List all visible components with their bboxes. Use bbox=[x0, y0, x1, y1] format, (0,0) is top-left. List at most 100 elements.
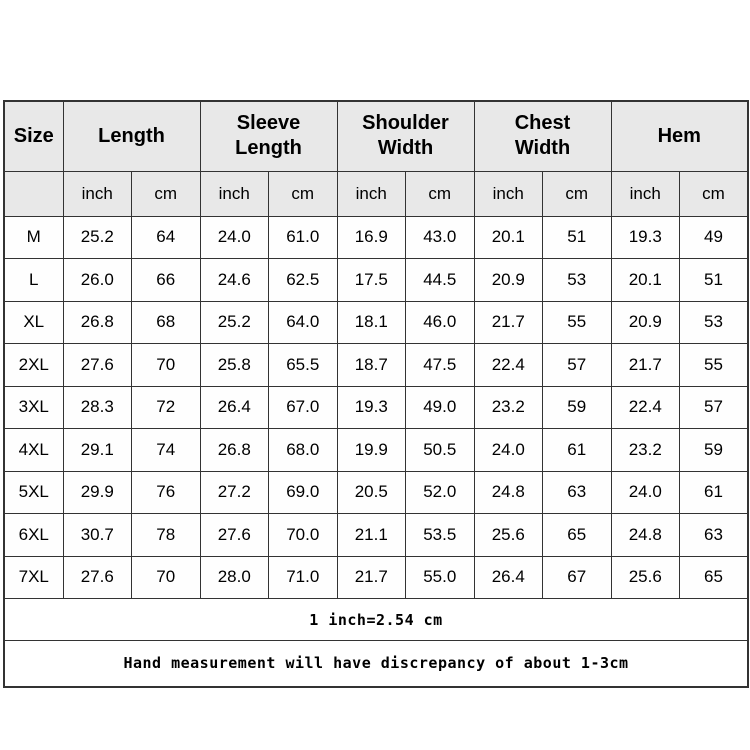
unit-cell: inch bbox=[473, 170, 543, 217]
unit-row: inch cm inch cm inch cm inch cm inch cm bbox=[3, 170, 749, 217]
table-row: 3XL 28.3 72 26.4 67.0 19.3 49.0 23.2 59 22.4 57 bbox=[3, 385, 749, 429]
size-cell: 6XL bbox=[3, 513, 64, 557]
table-row: XL 26.8 68 25.2 64.0 18.1 46.0 21.7 55 20.9 53 bbox=[3, 300, 749, 344]
measurement-cell: 24.0 bbox=[610, 470, 680, 514]
measurement-cell: 18.1 bbox=[336, 300, 406, 344]
measurement-cell: 30.7 bbox=[62, 513, 132, 557]
measurement-cell: 19.3 bbox=[610, 215, 680, 259]
table-row: 6XL 30.7 78 27.6 70.0 21.1 53.5 25.6 65 24.8 63 bbox=[3, 513, 749, 557]
measurement-cell: 19.3 bbox=[336, 385, 406, 429]
table-row: 4XL 29.1 74 26.8 68.0 19.9 50.5 24.0 61 23.2 59 bbox=[3, 428, 749, 472]
measurement-cell: 65 bbox=[542, 513, 612, 557]
measurement-cell: 20.1 bbox=[473, 215, 543, 259]
header-cell-shoulder-width: Shoulder Width bbox=[336, 100, 475, 172]
measurement-cell: 27.2 bbox=[199, 470, 269, 514]
measurement-cell: 68.0 bbox=[268, 428, 338, 472]
note-row: 1 inch=2.54 cm bbox=[3, 598, 749, 641]
size-cell: M bbox=[3, 215, 64, 259]
measurement-cell: 51 bbox=[542, 215, 612, 259]
measurement-cell: 21.7 bbox=[336, 555, 406, 599]
measurement-cell: 19.9 bbox=[336, 428, 406, 472]
measurement-cell: 61.0 bbox=[268, 215, 338, 259]
measurement-cell: 61 bbox=[679, 470, 749, 514]
measurement-cell: 67 bbox=[542, 555, 612, 599]
table-row: L 26.0 66 24.6 62.5 17.5 44.5 20.9 53 20.1 51 bbox=[3, 258, 749, 302]
table-row: 2XL 27.6 70 25.8 65.5 18.7 47.5 22.4 57 21.7 55 bbox=[3, 343, 749, 387]
measurement-cell: 23.2 bbox=[610, 428, 680, 472]
measurement-cell: 63 bbox=[679, 513, 749, 557]
unit-cell: inch bbox=[336, 170, 406, 217]
measurement-cell: 23.2 bbox=[473, 385, 543, 429]
measurement-cell: 68 bbox=[131, 300, 201, 344]
measurement-cell: 26.4 bbox=[473, 555, 543, 599]
measurement-cell: 28.0 bbox=[199, 555, 269, 599]
size-rows: M 25.2 64 24.0 61.0 16.9 43.0 20.1 51 19.3 49 L 26.0… bbox=[3, 215, 749, 599]
measurement-cell: 16.9 bbox=[336, 215, 406, 259]
measurement-cell: 64 bbox=[131, 215, 201, 259]
measurement-cell: 20.9 bbox=[473, 258, 543, 302]
header-cell-size: Size bbox=[3, 100, 64, 172]
size-cell: L bbox=[3, 258, 64, 302]
note-row: Hand measurement will have discrepancy o… bbox=[3, 640, 749, 687]
size-cell: 7XL bbox=[3, 555, 64, 599]
measurement-cell: 47.5 bbox=[405, 343, 475, 387]
size-cell: XL bbox=[3, 300, 64, 344]
measurement-cell: 28.3 bbox=[62, 385, 132, 429]
header-cell-sleeve-length: Sleeve Length bbox=[199, 100, 338, 172]
measurement-cell: 50.5 bbox=[405, 428, 475, 472]
measurement-cell: 71.0 bbox=[268, 555, 338, 599]
measurement-cell: 59 bbox=[679, 428, 749, 472]
measurement-cell: 70 bbox=[131, 555, 201, 599]
unit-cell: cm bbox=[542, 170, 612, 217]
measurement-cell: 72 bbox=[131, 385, 201, 429]
measurement-cell: 24.0 bbox=[473, 428, 543, 472]
measurement-cell: 26.8 bbox=[199, 428, 269, 472]
measurement-cell: 25.6 bbox=[610, 555, 680, 599]
measurement-cell: 26.0 bbox=[62, 258, 132, 302]
size-cell: 2XL bbox=[3, 343, 64, 387]
measurement-cell: 24.6 bbox=[199, 258, 269, 302]
measurement-cell: 46.0 bbox=[405, 300, 475, 344]
measurement-cell: 51 bbox=[679, 258, 749, 302]
measurement-cell: 26.4 bbox=[199, 385, 269, 429]
size-cell: 4XL bbox=[3, 428, 64, 472]
table-row: 5XL 29.9 76 27.2 69.0 20.5 52.0 24.8 63 24.0 61 bbox=[3, 470, 749, 514]
unit-cell: cm bbox=[131, 170, 201, 217]
measurement-cell: 57 bbox=[679, 385, 749, 429]
measurement-cell: 26.8 bbox=[62, 300, 132, 344]
header-label: Size bbox=[13, 124, 54, 147]
header-label: Length bbox=[98, 124, 165, 147]
unit-cell: cm bbox=[268, 170, 338, 217]
measurement-cell: 20.5 bbox=[336, 470, 406, 514]
measurement-cell: 24.0 bbox=[199, 215, 269, 259]
header-row: Size Length Sleeve Length Shoulder Width… bbox=[3, 100, 749, 172]
measurement-cell: 43.0 bbox=[405, 215, 475, 259]
measurement-cell: 24.8 bbox=[473, 470, 543, 514]
unit-empty-cell bbox=[3, 170, 64, 217]
unit-cell: inch bbox=[62, 170, 132, 217]
measurement-cell: 25.8 bbox=[199, 343, 269, 387]
measurement-cell: 27.6 bbox=[62, 555, 132, 599]
measurement-cell: 53.5 bbox=[405, 513, 475, 557]
measurement-cell: 64.0 bbox=[268, 300, 338, 344]
measurement-cell: 55 bbox=[542, 300, 612, 344]
measurement-cell: 27.6 bbox=[62, 343, 132, 387]
measurement-cell: 22.4 bbox=[473, 343, 543, 387]
note-inch-conversion: 1 inch=2.54 cm bbox=[3, 598, 749, 641]
measurement-cell: 63 bbox=[542, 470, 612, 514]
size-cell: 3XL bbox=[3, 385, 64, 429]
measurement-cell: 65.5 bbox=[268, 343, 338, 387]
measurement-cell: 57 bbox=[542, 343, 612, 387]
header-cell-chest-width: Chest Width bbox=[473, 100, 612, 172]
measurement-cell: 74 bbox=[131, 428, 201, 472]
measurement-cell: 78 bbox=[131, 513, 201, 557]
measurement-cell: 53 bbox=[542, 258, 612, 302]
note-hand-measurement: Hand measurement will have discrepancy o… bbox=[3, 640, 749, 687]
measurement-cell: 25.2 bbox=[199, 300, 269, 344]
measurement-cell: 27.6 bbox=[199, 513, 269, 557]
table-row: M 25.2 64 24.0 61.0 16.9 43.0 20.1 51 19.3 49 bbox=[3, 215, 749, 259]
measurement-cell: 20.9 bbox=[610, 300, 680, 344]
measurement-cell: 25.2 bbox=[62, 215, 132, 259]
measurement-cell: 20.1 bbox=[610, 258, 680, 302]
measurement-cell: 59 bbox=[542, 385, 612, 429]
